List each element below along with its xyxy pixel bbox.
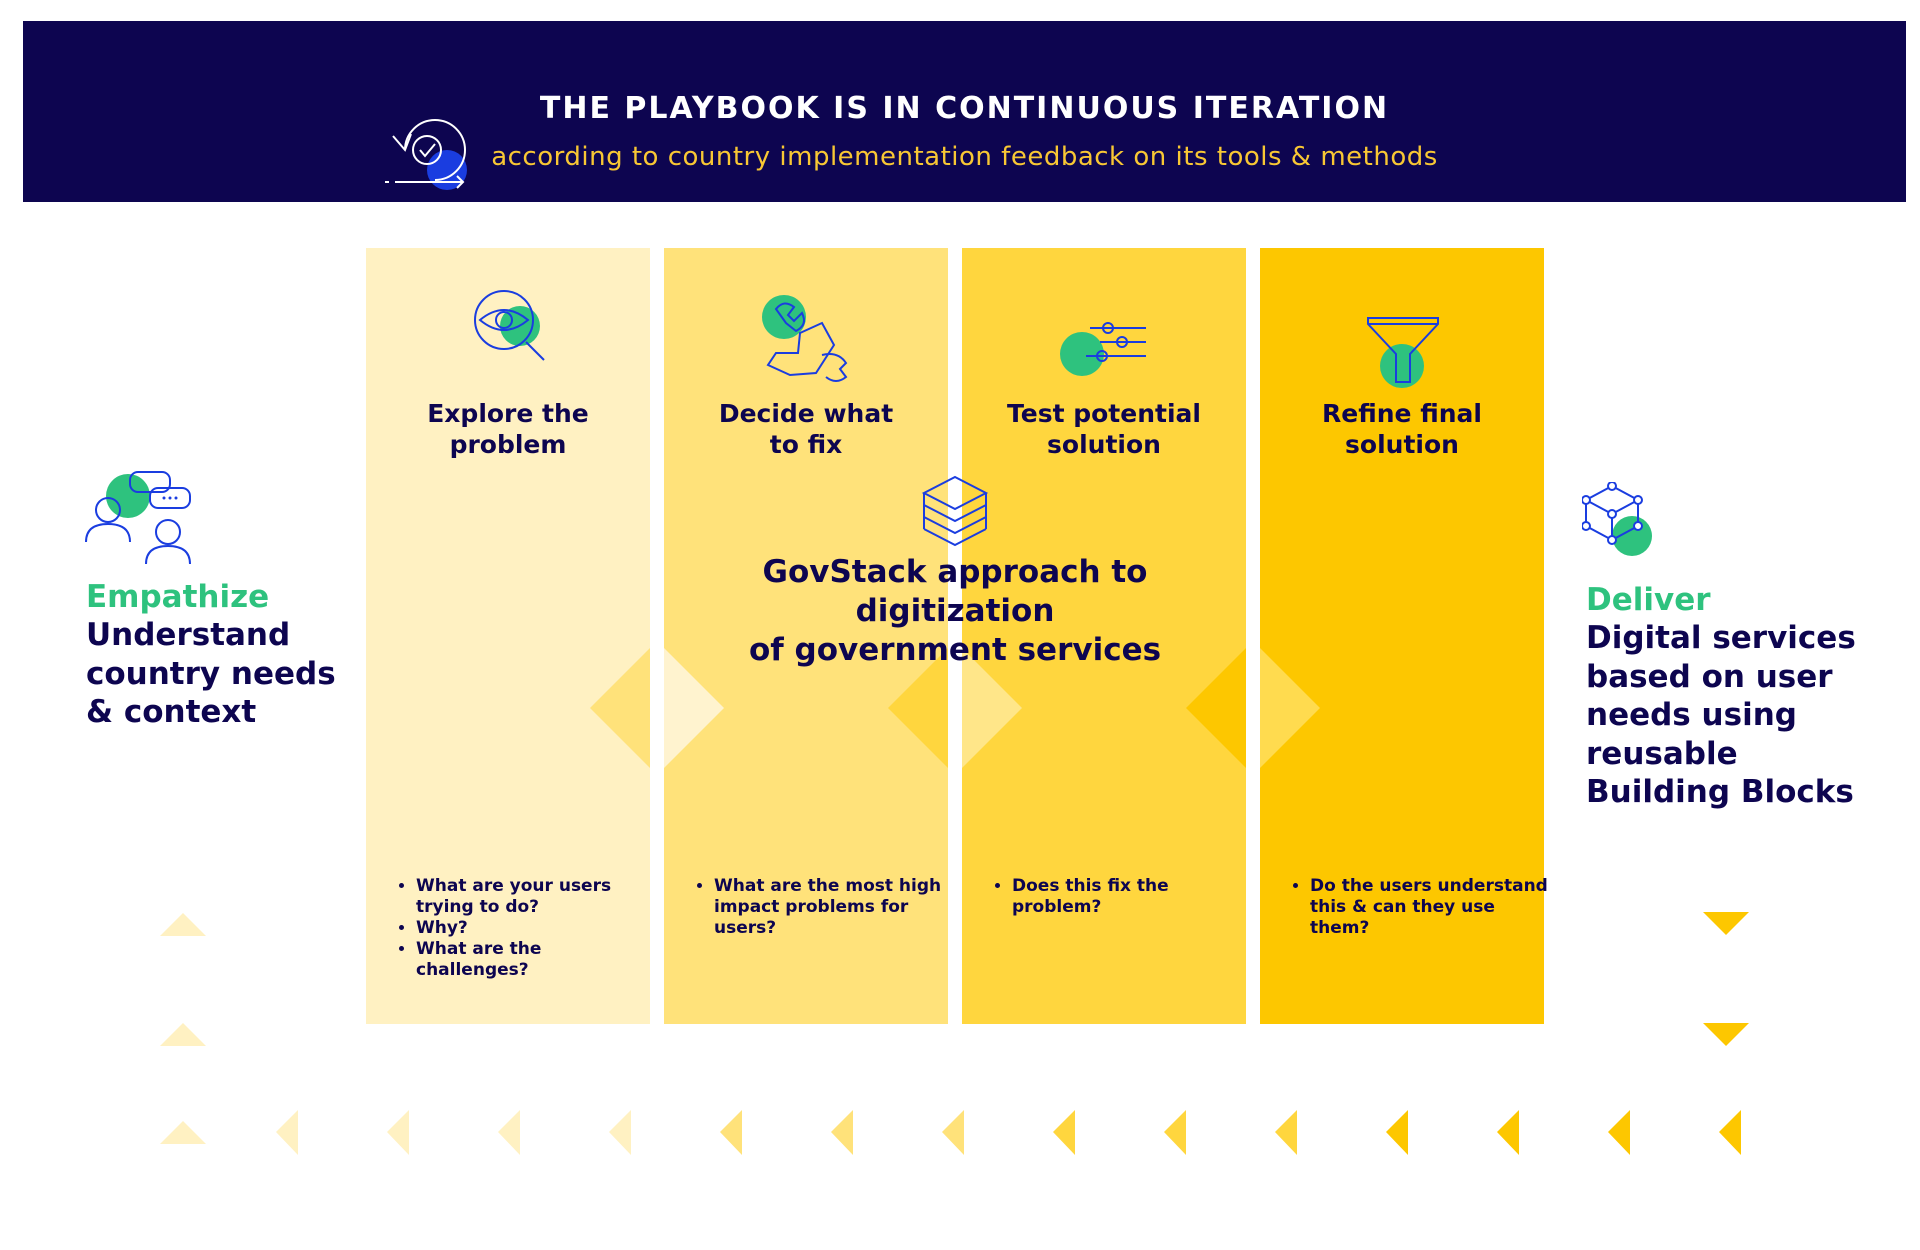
chevron-left-shape xyxy=(590,648,650,768)
triangle-up-shape xyxy=(160,1023,206,1046)
triangle-left-shape xyxy=(1386,1110,1408,1155)
phase-title-line: Decide what xyxy=(718,399,894,428)
deliver-description: Digital services based on user needs usi… xyxy=(1586,619,1856,812)
question-item: What are the most high impact problems f… xyxy=(714,876,954,939)
triangle-left-shape xyxy=(1719,1110,1741,1155)
question-item: Does this fix the problem? xyxy=(1012,876,1252,918)
phase-questions: What are the most high impact problems f… xyxy=(690,876,954,939)
phase-title: Explore the problem xyxy=(366,398,650,460)
phase-title-line: Test potential xyxy=(1007,399,1201,428)
question-item: Do the users understand this & can they … xyxy=(1310,876,1550,939)
chevron-right-shape xyxy=(962,648,1022,768)
phase-questions: What are your users trying to do? Why? W… xyxy=(392,876,656,981)
phase-title-line: to fix xyxy=(769,430,843,459)
approach-statement: GovStack approach to digitization of gov… xyxy=(660,553,1250,670)
phase-column-explore: Explore the problem What are your users … xyxy=(366,248,650,1024)
users-conversation-icon xyxy=(85,471,191,565)
chevron-right-shape xyxy=(664,648,724,768)
triangle-up-shape xyxy=(160,913,206,936)
phase-column-test: Test potential solution Does this fix th… xyxy=(962,248,1246,1024)
funnel-icon xyxy=(1367,317,1439,388)
chevron-left-shape xyxy=(888,648,948,768)
iteration-cycle-icon xyxy=(385,119,467,190)
triangle-down-shape xyxy=(1703,912,1749,935)
empathize-description: Understand country needs & context xyxy=(86,616,336,732)
triangle-left-shape xyxy=(831,1110,853,1155)
iteration-banner: THE PLAYBOOK IS IN CONTINUOUS ITERATION … xyxy=(23,21,1906,202)
empathize-heading: Empathize xyxy=(86,579,270,615)
phase-questions: Does this fix the problem? xyxy=(988,876,1252,918)
building-block-cube-icon xyxy=(1582,482,1652,556)
deliver-line: reusable xyxy=(1586,735,1738,772)
phase-title-line: problem xyxy=(449,430,567,459)
triangle-down-shape xyxy=(1703,1023,1749,1046)
banner-title: THE PLAYBOOK IS IN CONTINUOUS ITERATION xyxy=(539,91,1390,126)
deliver-line: Building Blocks xyxy=(1586,774,1854,810)
phase-questions: Do the users understand this & can they … xyxy=(1286,876,1550,939)
phase-title-line: solution xyxy=(1047,430,1161,459)
phase-title-line: Refine final xyxy=(1322,399,1482,428)
banner-subtitle: according to country implementation feed… xyxy=(491,142,1438,172)
phase-title: Refine final solution xyxy=(1260,398,1544,460)
empathize-line: country needs xyxy=(86,655,336,692)
triangle-left-shape xyxy=(1053,1110,1075,1155)
question-item: What are your users trying to do? xyxy=(416,876,656,918)
deliver-heading: Deliver xyxy=(1586,582,1711,618)
layers-stack-icon xyxy=(921,475,989,547)
deliver-line: Digital services xyxy=(1586,620,1856,656)
triangle-left-shape xyxy=(942,1110,964,1155)
empathize-line: Understand xyxy=(86,617,291,653)
triangle-up-shape xyxy=(160,1121,206,1144)
chevron-right-shape xyxy=(1260,648,1320,768)
question-item: Why? xyxy=(416,918,656,939)
phase-title: Decide what to fix xyxy=(664,398,948,460)
triangle-left-shape xyxy=(1275,1110,1297,1155)
deliver-line: based on user xyxy=(1586,658,1833,695)
triangle-left-shape xyxy=(720,1110,742,1155)
phase-title: Test potential solution xyxy=(962,398,1246,460)
approach-line: GovStack approach to digitization xyxy=(762,554,1148,629)
triangle-left-shape xyxy=(1608,1110,1630,1155)
question-item: What are the challenges? xyxy=(416,939,656,981)
triangle-left-shape xyxy=(276,1110,298,1155)
approach-line: of government services xyxy=(748,632,1162,668)
phase-title-line: solution xyxy=(1345,430,1459,459)
triangle-left-shape xyxy=(387,1110,409,1155)
phase-title-line: Explore the xyxy=(427,399,589,428)
wrench-hand-icon xyxy=(762,295,848,382)
triangle-left-shape xyxy=(1164,1110,1186,1155)
empathize-line: & context xyxy=(86,694,257,730)
phase-column-refine: Refine final solution Do the users under… xyxy=(1260,248,1548,1024)
eye-magnifier-icon xyxy=(474,290,545,361)
sliders-icon xyxy=(1060,322,1146,376)
chevron-left-shape xyxy=(1186,648,1246,768)
deliver-line: needs using xyxy=(1586,697,1797,733)
triangle-left-shape xyxy=(498,1110,520,1155)
triangle-left-shape xyxy=(1497,1110,1519,1155)
triangle-left-shape xyxy=(609,1110,631,1155)
phase-column-decide: Decide what to fix What are the most hig… xyxy=(664,248,948,1024)
